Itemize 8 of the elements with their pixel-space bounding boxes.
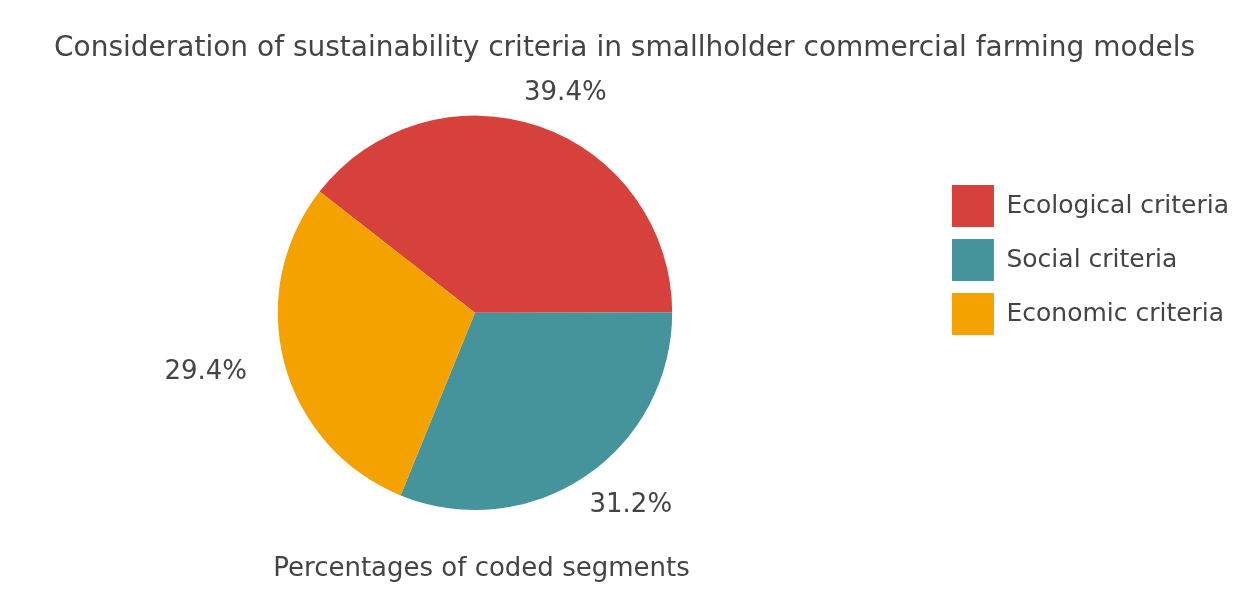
data-label: 31.2%	[589, 488, 673, 519]
legend-label: Ecological criteria	[1006, 189, 1229, 219]
text: Percentages of coded segments	[272, 552, 691, 582]
legend-label: Social criteria	[1006, 243, 1178, 273]
data-label: 39.4%	[524, 75, 607, 106]
chart-title: Consideration of sustainability criteria in smallholder commercial farming models	[54, 30, 1195, 64]
legend-label: Economic criteria	[1006, 297, 1225, 327]
data-label: 29.4%	[164, 355, 248, 386]
